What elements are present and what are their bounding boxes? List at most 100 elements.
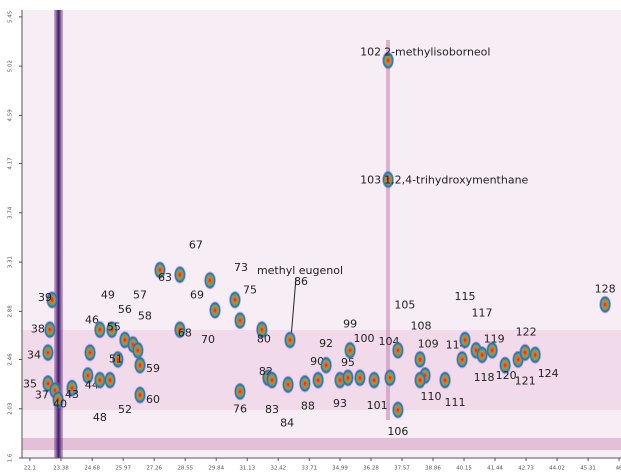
peak-label: 120	[496, 369, 517, 382]
peak	[204, 271, 216, 289]
peak	[312, 371, 324, 389]
peak	[392, 401, 404, 419]
x-tick-label: 34.99	[332, 466, 348, 472]
peak	[354, 369, 366, 387]
peak	[104, 371, 116, 389]
peak	[439, 371, 451, 389]
x-tick-label: 36.28	[363, 466, 379, 472]
peak-label: 34	[27, 349, 41, 362]
peak-label: 88	[301, 400, 315, 413]
peak-label: 67	[189, 239, 203, 252]
peak-label: 80	[257, 333, 271, 346]
peak-name: 2-methylisoborneol	[384, 45, 490, 58]
peak-streak	[386, 40, 390, 420]
peak	[414, 350, 426, 368]
peak	[384, 369, 396, 387]
peak-label: 37	[35, 388, 49, 401]
peak	[368, 371, 380, 389]
peak-label: 122	[516, 326, 537, 339]
peak-label: 102	[360, 45, 381, 58]
peak-label: 103	[360, 174, 381, 187]
peak	[132, 341, 144, 359]
peak	[392, 341, 404, 359]
peak-label: 128	[595, 282, 616, 295]
peak	[284, 331, 296, 349]
peak-label: 109	[418, 338, 439, 351]
peak	[94, 321, 106, 339]
peak-label: 101	[367, 399, 388, 412]
peak-label: 119	[484, 332, 505, 345]
peak	[234, 312, 246, 330]
peak	[134, 386, 146, 404]
peak-label: 118	[474, 371, 495, 384]
x-tick-label: 31.13	[239, 466, 255, 472]
y-tick-label: 3.31	[8, 256, 14, 268]
peak-label: 83	[265, 403, 279, 416]
peak	[456, 350, 468, 368]
peak-label: 76	[233, 403, 247, 416]
x-tick-label: 23.38	[53, 466, 69, 472]
x-tick-label: 45.31	[580, 466, 596, 472]
peak-name: 1,2,4-trihydroxymenthane	[384, 174, 528, 187]
peak	[320, 356, 332, 374]
peak-label: 99	[343, 317, 357, 330]
y-tick-label: 5.02	[8, 60, 14, 72]
peak-label: 68	[178, 327, 192, 340]
x-tick-label: 29.84	[208, 466, 224, 472]
x-tick-label: 46	[616, 466, 621, 472]
peak	[342, 369, 354, 387]
peak	[476, 346, 488, 364]
peak-label: 111	[445, 396, 466, 409]
peak-label: 69	[190, 288, 204, 301]
x-tick-label: 27.26	[146, 466, 162, 472]
peak	[84, 344, 96, 362]
peak-label: 93	[333, 397, 347, 410]
peak-label: 110	[421, 390, 442, 403]
y-tick-label: 4.59	[8, 109, 14, 122]
peak	[519, 344, 531, 362]
peak-label: 57	[133, 289, 147, 302]
x-tick-label: 44.02	[549, 466, 565, 472]
y-tick-label: 4.17	[8, 157, 14, 170]
peak-label: 73	[234, 261, 248, 274]
x-tick-label: 37.57	[394, 466, 410, 472]
y-tick-label: 2.88	[8, 305, 14, 318]
y-tick-label: 1.6	[8, 453, 14, 462]
x-tick-label: 41.44	[487, 466, 503, 472]
x-tick-label: 40.15	[456, 466, 472, 472]
peak	[174, 266, 186, 284]
x-tick-label: 25.97	[115, 466, 131, 472]
x-tick-label: 38.86	[425, 466, 441, 472]
peak	[234, 383, 246, 401]
y-tick-label: 5.45	[8, 10, 14, 23]
peak	[209, 301, 221, 319]
peak-label: 60	[146, 393, 160, 406]
peak-label: 58	[138, 309, 152, 322]
peak-label: 43	[65, 388, 79, 401]
peak	[459, 331, 471, 349]
peak-label: 39	[38, 291, 52, 304]
peak-label: 124	[538, 367, 559, 380]
peak-label: 59	[146, 362, 160, 375]
peak-label: 121	[515, 374, 536, 387]
y-tick-label: 2.46	[8, 353, 14, 366]
peak-label: 63	[158, 271, 172, 284]
peak	[42, 344, 54, 362]
peak	[299, 375, 311, 393]
peak-label: 106	[387, 425, 408, 438]
peak-label: 49	[101, 289, 115, 302]
peak	[529, 346, 541, 364]
peak	[229, 291, 241, 309]
x-tick-label: 22.1	[24, 466, 36, 472]
peak-label: 56	[118, 303, 132, 316]
peak	[282, 376, 294, 394]
peak-label: 51	[109, 352, 123, 365]
peak-label: 38	[31, 323, 45, 336]
x-tick-label: 33.71	[301, 466, 317, 472]
chromatogram: methyl eugenol 22.123.3824.6825.9727.262…	[0, 0, 621, 474]
peak-label: 84	[280, 417, 294, 430]
peak-label: 105	[394, 298, 415, 311]
peak-label: 117	[472, 306, 493, 319]
peak	[414, 371, 426, 389]
peak-label: 115	[455, 290, 476, 303]
